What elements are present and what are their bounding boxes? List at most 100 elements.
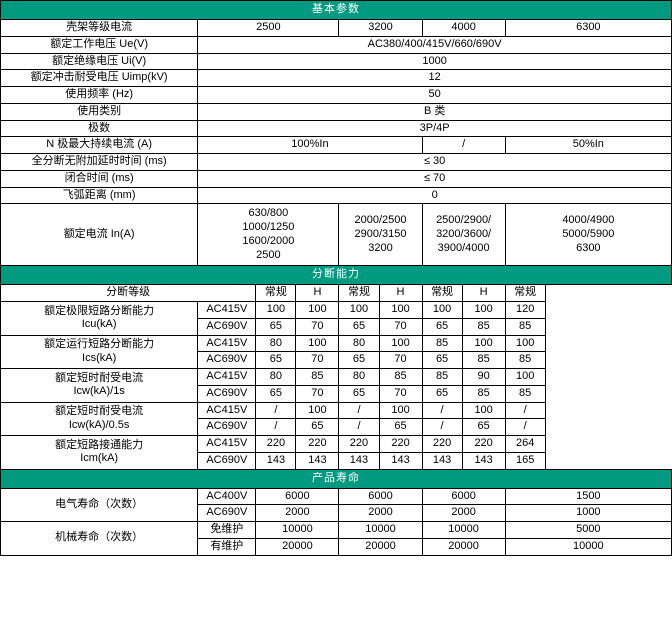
electrical-ac690-v1: 2000 (255, 504, 340, 522)
icm-415-v7: 264 (504, 435, 546, 453)
table-row-icw05s-690: AC690V / 65 / 65 / 65 / (1, 418, 672, 436)
icw1s-415-v7: 100 (504, 368, 546, 386)
frame-value-2500: 2500 (197, 19, 340, 37)
ics-415-v1: 80 (255, 334, 297, 353)
row-value-frequency: 50 (197, 86, 672, 104)
rated-current-line: 3200 (368, 241, 393, 254)
rated-current-line: 3900/4000 (437, 241, 490, 254)
row-label-ics-line1: 额定运行短路分断能力 (44, 338, 155, 350)
icm-690-v5: 143 (421, 451, 463, 470)
rated-current-line: 3200/3600/ (436, 227, 492, 240)
table-row-icw1s-690: AC690V 65 70 65 70 65 85 85 (1, 384, 672, 403)
icw1s-690-v3: 65 (338, 384, 380, 403)
icw05s-415-v6: 100 (461, 401, 506, 420)
mechanical-free-v3: 10000 (421, 521, 506, 539)
mechanical-maint-v3: 20000 (421, 537, 506, 556)
icu-415-v4: 100 (378, 301, 423, 319)
table-row-arc-distance: 飞弧距离 (mm) 0 (0, 186, 672, 205)
electrical-ac690-v3: 2000 (421, 504, 506, 522)
section-header-row-life: 产品寿命 (0, 468, 672, 489)
ics-690-v5: 65 (421, 351, 463, 369)
rated-current-line: 1000/1250 (242, 221, 295, 233)
row-value-rated-impulse-voltage: 12 (197, 69, 672, 87)
row-value-arc-distance: 0 (197, 186, 672, 205)
rated-current-col-4000: 2500/2900/ 3200/3600/ 3900/4000 (421, 203, 506, 267)
icw05s-415-v2: 100 (295, 401, 340, 420)
mechanical-maint-v1: 20000 (255, 537, 340, 556)
icw05s-415-v5: / (421, 401, 463, 420)
row-label-electrical-life: 电气寿命（次数） (0, 487, 199, 522)
row-label-utilization-category: 使用类别 (0, 102, 199, 121)
ics-690-v7: 85 (504, 351, 546, 369)
mechanical-free-v2: 10000 (338, 521, 423, 539)
row-label-rated-current: 额定电流 In(A) (0, 203, 199, 267)
icw05s-415-v1: / (255, 401, 297, 420)
table-row-utilization-category: 使用类别 B 类 (0, 102, 672, 121)
frame-value-3200: 3200 (338, 19, 423, 37)
section-header-row-basic: 基本参数 (0, 0, 672, 20)
icu-415-v2: 100 (295, 301, 340, 319)
voltage-label-icm-415: AC415V (197, 435, 257, 453)
rated-current-line: 630/800 (248, 207, 289, 220)
voltage-label-icw05s-690: AC690V (197, 418, 257, 436)
row-label-icm-line2: Icm(kA) (80, 452, 119, 465)
n-pole-value-2: / (421, 136, 506, 154)
icu-690-v3: 65 (338, 317, 380, 336)
mode-label-electrical-ac690: AC690V (197, 504, 257, 522)
icu-690-v7: 85 (504, 317, 546, 336)
icm-415-v4: 220 (378, 435, 423, 453)
rated-current-col-3200: 2000/2500 2900/3150 3200 (338, 203, 423, 267)
icw1s-415-v5: 85 (421, 368, 463, 386)
breaking-grade-5: 常规 (421, 284, 463, 302)
row-label-rated-insulation-voltage: 额定绝缘电压 Ui(V) (0, 52, 199, 71)
breaking-grade-2: H (295, 284, 340, 302)
electrical-ac400-v4: 1500 (504, 487, 672, 506)
electrical-ac690-v4: 1000 (504, 504, 672, 522)
rated-current-line: 1600/2000 (242, 234, 295, 247)
row-label-frame-rating: 壳架等级电流 (0, 19, 199, 37)
voltage-label-ics-415: AC415V (197, 334, 257, 353)
row-label-icw-1s: 额定短时耐受电流 Icw(kA)/1s (0, 368, 199, 403)
row-label-n-pole-current: N 极最大持续电流 (A) (0, 136, 199, 154)
row-value-poles: 3P/4P (197, 119, 672, 138)
row-label-icm: 额定短路接通能力 Icm(kA) (0, 435, 199, 470)
icm-415-v3: 220 (338, 435, 380, 453)
row-label-icm-line1: 额定短路接通能力 (55, 438, 144, 451)
icm-690-v2: 143 (295, 451, 340, 470)
rated-current-line: 2000/2500 (354, 214, 407, 227)
section-header-basic: 基本参数 (0, 0, 672, 20)
mechanical-free-v4: 5000 (504, 521, 672, 539)
icw1s-415-v1: 80 (255, 368, 297, 386)
icm-690-v1: 143 (255, 451, 297, 470)
icm-415-v1: 220 (255, 435, 297, 453)
icw1s-690-v6: 85 (461, 384, 506, 403)
voltage-label-icm-690: AC690V (197, 451, 257, 470)
ics-415-v6: 100 (461, 334, 506, 353)
breaking-grade-7: 常规 (504, 284, 546, 302)
icm-690-v6: 143 (461, 451, 506, 470)
rated-current-col-6300: 4000/4900 5000/5900 6300 (504, 203, 672, 267)
icu-690-v5: 65 (421, 317, 463, 336)
icu-690-v4: 70 (378, 317, 423, 336)
row-label-icu-line2: Icu(kA) (81, 318, 117, 331)
row-label-ics-line2: Ics(kA) (82, 351, 117, 364)
row-label-breaking-grade: 分断等级 (0, 284, 257, 302)
table-row-frequency: 使用频率 (Hz) 50 (0, 86, 672, 104)
ics-690-v4: 70 (378, 351, 423, 369)
electrical-ac400-v2: 6000 (338, 487, 423, 506)
rated-current-line: 4000/4900 (562, 214, 615, 227)
rated-current-line: 2500/2900/ (436, 214, 492, 227)
icw05s-690-v3: / (338, 418, 380, 436)
row-label-icu: 额定极限短路分断能力 Icu(kA) (0, 301, 199, 336)
icw1s-415-v4: 85 (378, 368, 423, 386)
table-row-break-time: 全分断无附加延时时间 (ms) ≤ 30 (0, 153, 672, 171)
table-row-icu-415: 额定极限短路分断能力 Icu(kA) AC415V 100 100 100 10… (0, 301, 672, 336)
icw1s-415-v6: 90 (461, 368, 506, 386)
rated-current-line: 2900/3150 (354, 227, 407, 240)
row-value-rated-insulation-voltage: 1000 (197, 52, 672, 71)
table-row-ics-415: 额定运行短路分断能力 Ics(kA) AC415V 80 100 80 100 … (0, 334, 672, 369)
electrical-ac400-v1: 6000 (255, 487, 340, 506)
icw05s-415-v3: / (338, 401, 380, 420)
icu-415-v5: 100 (421, 301, 463, 319)
ics-415-v5: 85 (421, 334, 463, 353)
